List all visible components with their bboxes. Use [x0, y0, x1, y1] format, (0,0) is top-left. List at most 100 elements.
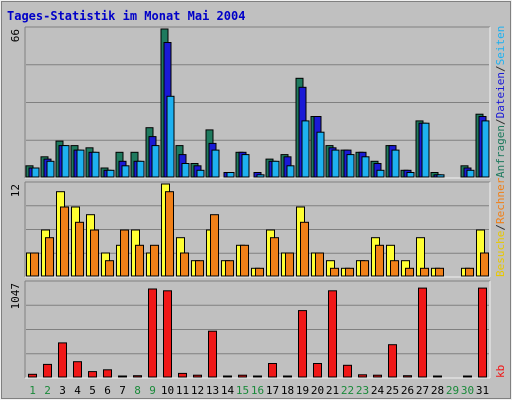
x-tick-label-day-18: 18 [281, 384, 294, 397]
bar-kb-day-11 [178, 372, 187, 378]
bar-rechner-day-7 [120, 229, 129, 277]
bar-rechner-day-28 [435, 267, 444, 277]
bar-seiten-day-31 [481, 120, 490, 178]
legend-middle: Besuche/Rechner [494, 177, 507, 277]
bar-kb-day-31 [478, 287, 487, 378]
bar-seiten-day-2 [46, 160, 55, 178]
bar-kb-day-13 [208, 330, 217, 378]
legend-top-part-2: Dateien [494, 72, 507, 118]
bar-kb-day-3 [58, 342, 67, 378]
legend-bottom-part-0: kb [494, 365, 507, 378]
bar-seiten-day-30 [466, 169, 475, 178]
x-tick-label-day-29: 29 [446, 384, 459, 397]
bar-rechner-day-4 [75, 221, 84, 277]
bar-kb-day-18 [283, 375, 292, 378]
bar-kb-day-8 [133, 375, 142, 378]
bar-rechner-day-13 [210, 214, 219, 277]
x-tick-label-day-16: 16 [251, 384, 264, 397]
bar-rechner-day-12 [195, 260, 204, 277]
legend-middle-part-0: Besuche [494, 231, 507, 277]
bar-rechner-day-22 [345, 267, 354, 277]
x-tick-label-day-6: 6 [104, 384, 111, 397]
x-tick-label-day-23: 23 [356, 384, 369, 397]
bar-seiten-day-13 [211, 149, 220, 178]
bar-kb-day-16 [253, 375, 262, 378]
bar-seiten-day-1 [31, 167, 40, 178]
bar-rechner-day-14 [225, 260, 234, 277]
bar-rechner-day-10 [165, 191, 174, 277]
bar-seiten-day-10 [166, 95, 175, 178]
bar-rechner-day-11 [180, 252, 189, 277]
x-tick-label-day-28: 28 [431, 384, 444, 397]
bar-rechner-day-6 [105, 260, 114, 277]
bar-rechner-day-18 [285, 252, 294, 277]
bar-seiten-day-3 [61, 145, 70, 178]
bar-kb-day-26 [403, 375, 412, 378]
bar-rechner-day-2 [45, 237, 54, 277]
x-tick-label-day-20: 20 [311, 384, 324, 397]
bar-seiten-day-7 [121, 165, 130, 178]
bar-seiten-day-26 [406, 172, 415, 178]
x-tick-label-day-26: 26 [401, 384, 414, 397]
bar-seiten-day-9 [151, 145, 160, 178]
bar-seiten-day-25 [391, 149, 400, 178]
bar-rechner-day-9 [150, 244, 159, 277]
bar-rechner-day-24 [375, 244, 384, 277]
bar-rechner-day-5 [90, 229, 99, 277]
bar-rechner-day-25 [390, 260, 399, 277]
bar-seiten-day-21 [331, 149, 340, 178]
panel-3: 1047 [9, 280, 491, 379]
bar-kb-day-28 [433, 375, 442, 378]
x-tick-label-day-19: 19 [296, 384, 309, 397]
bar-seiten-day-19 [301, 120, 310, 178]
x-tick-label-day-10: 10 [161, 384, 174, 397]
bar-seiten-day-27 [421, 122, 430, 178]
bar-seiten-day-18 [286, 165, 295, 178]
legend-top-part-3: / [494, 65, 507, 72]
x-tick-label-day-12: 12 [191, 384, 204, 397]
bar-kb-day-10 [163, 290, 172, 378]
bar-seiten-day-23 [361, 156, 370, 178]
bar-kb-day-14 [223, 375, 232, 378]
y-max-label: 66 [9, 29, 22, 42]
bar-kb-day-20 [313, 363, 322, 378]
x-tick-label-day-9: 9 [149, 384, 156, 397]
bar-kb-day-6 [103, 369, 112, 378]
panel-1: 66 [9, 26, 491, 179]
legend-top-part-0: Anfragen [494, 125, 507, 178]
bar-kb-day-24 [373, 374, 382, 378]
legend-top-part-4: Seiten [494, 26, 507, 66]
bar-rechner-day-26 [405, 267, 414, 277]
x-tick-label-day-14: 14 [221, 384, 235, 397]
x-tick-label-day-11: 11 [176, 384, 189, 397]
bar-rechner-day-15 [240, 244, 249, 277]
bar-seiten-day-11 [181, 163, 190, 178]
x-tick-label-day-8: 8 [134, 384, 141, 397]
bar-seiten-day-24 [376, 169, 385, 178]
bar-rechner-day-3 [60, 206, 69, 277]
bar-kb-day-15 [238, 374, 247, 378]
bar-kb-day-23 [358, 374, 367, 378]
bar-kb-day-1 [28, 373, 37, 378]
bar-kb-day-21 [328, 290, 337, 378]
bar-seiten-day-14 [226, 172, 235, 178]
bar-kb-day-30 [463, 375, 472, 378]
bar-kb-day-17 [268, 363, 277, 378]
x-tick-label-day-5: 5 [89, 384, 96, 397]
bar-kb-day-5 [88, 371, 97, 378]
bar-seiten-day-17 [271, 160, 280, 178]
x-tick-label-day-25: 25 [386, 384, 399, 397]
x-tick-label-day-27: 27 [416, 384, 429, 397]
bar-rechner-day-21 [330, 267, 339, 277]
bar-seiten-day-5 [91, 151, 100, 178]
chart-title: Tages-Statistik im Monat Mai 2004 [7, 9, 245, 23]
bar-seiten-day-8 [136, 160, 145, 178]
x-tick-label-day-22: 22 [341, 384, 354, 397]
bar-seiten-day-16 [256, 174, 265, 178]
bar-kb-day-9 [148, 288, 157, 378]
x-tick-label-day-17: 17 [266, 384, 279, 397]
legend-top: Anfragen/Dateien/Seiten [494, 26, 507, 178]
legend-bottom: kb [494, 365, 507, 378]
